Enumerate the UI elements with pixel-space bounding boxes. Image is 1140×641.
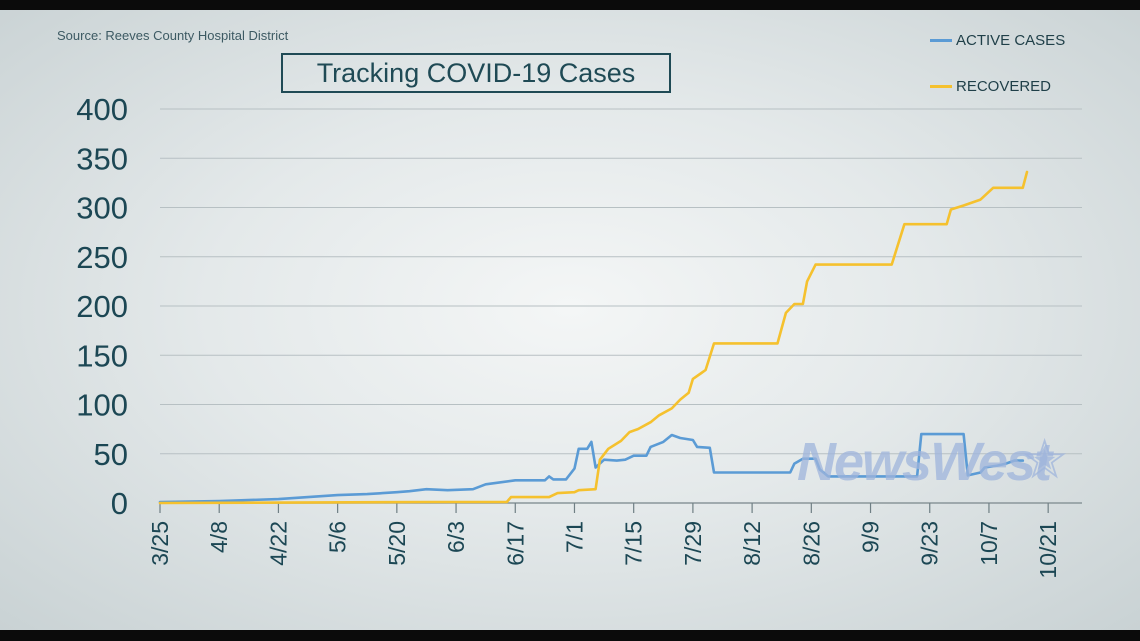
x-tick-label-3-25: 3/25 [147, 521, 173, 566]
y-axis-ticks: 0 50 100 150 200 250 300 350 400 [76, 92, 128, 521]
chart-canvas: 0 50 100 150 200 250 300 350 400 3/25 4/8 4/22 5/6 5… [76, 92, 1082, 579]
source-note: Source: Reeves County Hospital District [57, 28, 289, 43]
x-tick-label-7-15: 7/15 [621, 521, 647, 566]
y-tick-label-200: 200 [76, 289, 128, 324]
y-tick-label-50: 50 [94, 437, 128, 472]
chart-stage: 0 50 100 150 200 250 300 350 400 3/25 4/8 4/22 5/6 5… [0, 10, 1140, 630]
y-tick-label-300: 300 [76, 191, 128, 226]
x-tick-label-4-22: 4/22 [265, 521, 291, 566]
x-tick-label-9-23: 9/23 [917, 521, 943, 566]
x-tick-label-5-6: 5/6 [325, 521, 351, 553]
legend-label-active-cases: ACTIVE CASES [956, 32, 1066, 49]
star-icon: ✭ [1022, 430, 1068, 490]
legend-label-recovered: RECOVERED [956, 78, 1052, 95]
series-lines [158, 170, 1029, 505]
chart-title: Tracking COVID-19 Cases [281, 53, 671, 93]
x-tick-label-10-21: 10/21 [1035, 521, 1061, 579]
x-tick-label-10-7: 10/7 [976, 521, 1002, 566]
x-tick-label-7-29: 7/29 [680, 521, 706, 566]
x-axis-ticks: 3/25 4/8 4/22 5/6 5/20 6/3 6/17 7/1 7/15 7/29 8/12… [147, 521, 1061, 579]
legend-swatch-recovered [930, 85, 952, 88]
y-tick-label-0: 0 [111, 486, 128, 521]
x-tick-label-9-9: 9/9 [858, 521, 884, 553]
x-tick-label-6-3: 6/3 [443, 521, 469, 553]
y-tick-label-400: 400 [76, 92, 128, 127]
y-tick-label-150: 150 [76, 338, 128, 373]
legend-swatch-active-cases [930, 39, 952, 42]
legend-item-recovered: RECOVERED [930, 78, 1051, 95]
gridlines [159, 108, 1082, 513]
y-tick-label-350: 350 [76, 141, 128, 176]
x-tick-label-7-1: 7/1 [561, 521, 587, 553]
x-tick-label-8-26: 8/26 [798, 521, 824, 566]
series-line-active-cases [158, 432, 1025, 504]
x-tick-label-8-12: 8/12 [739, 521, 765, 566]
legend-item-active-cases: ACTIVE CASES [930, 32, 1065, 49]
x-tick-label-6-17: 6/17 [502, 521, 528, 566]
newswest-watermark-logo: NewsWest [797, 432, 1052, 492]
series-line-recovered [158, 170, 1029, 505]
y-tick-label-100: 100 [76, 388, 128, 423]
x-tick-label-4-8: 4/8 [206, 521, 232, 553]
y-tick-label-250: 250 [76, 240, 128, 275]
x-tick-label-5-20: 5/20 [384, 521, 410, 566]
